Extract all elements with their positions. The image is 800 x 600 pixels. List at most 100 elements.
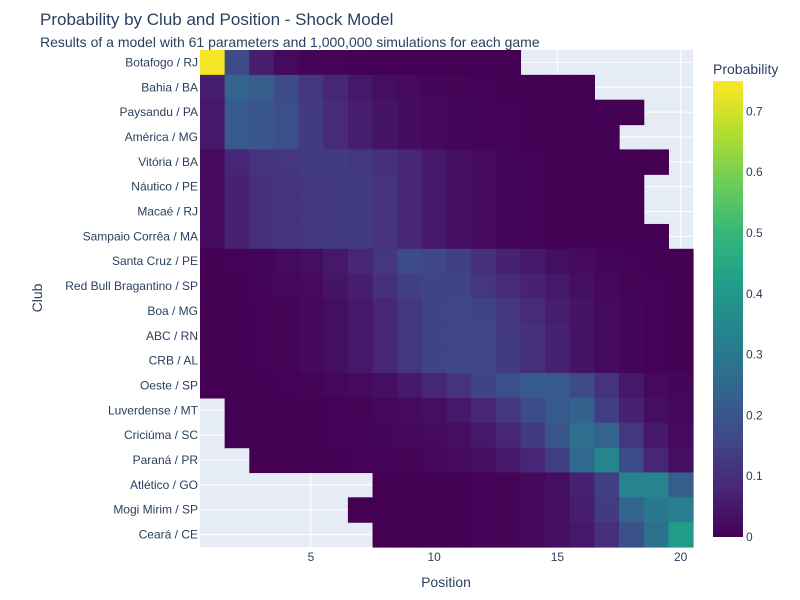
heatmap-cell [397,422,423,449]
heatmap-cell [298,373,324,399]
heatmap-cell [397,348,423,374]
y-tick-label: Náutico / PE [131,180,198,194]
heatmap-cell [619,149,645,175]
heatmap-cell [520,522,546,548]
heatmap-cell [249,99,275,126]
heatmap-cell [249,223,275,250]
heatmap-cell [569,472,595,498]
heatmap-cell [298,422,324,449]
heatmap-cell [446,174,472,200]
heatmap-cell [619,248,645,275]
heatmap-cell [249,298,275,324]
heatmap-cell [643,373,669,399]
heatmap-cell [569,174,595,200]
heatmap-cell [249,248,275,275]
heatmap-cell [594,397,620,424]
heatmap-cell [249,273,275,300]
heatmap-cell [545,447,571,474]
heatmap-cell [569,124,595,150]
heatmap-cell [323,273,349,300]
heatmap-cell [569,99,595,126]
y-tick-label: Boa / MG [147,304,198,318]
heatmap-cell [619,174,645,200]
heatmap-cell [200,323,226,349]
heatmap-cell [545,199,571,225]
heatmap-cell [372,422,398,449]
heatmap-cell [495,149,522,175]
heatmap-cell [668,298,694,324]
heatmap-cell [545,298,571,324]
y-axis-title: Club [29,283,45,312]
heatmap-cell [323,422,349,449]
heatmap-cell [520,174,546,200]
heatmap-cell [643,497,669,523]
heatmap-cell [668,248,694,275]
heatmap-cell [372,74,398,101]
heatmap-cell [495,323,522,349]
heatmap-cell [372,174,398,200]
heatmap-cell [323,248,349,275]
heatmap-cell [594,348,620,374]
heatmap-cell [594,422,620,449]
heatmap-cell [495,497,522,523]
heatmap-cell [545,273,571,300]
y-tick-label: Botafogo / RJ [125,55,198,69]
heatmap-cell [298,323,324,349]
heatmap-cell [249,397,275,424]
heatmap-cell [347,124,374,150]
heatmap-cell [619,223,645,250]
heatmap-cell [594,273,620,300]
heatmap-cell [619,199,645,225]
heatmap-cell [397,447,423,474]
heatmap-cell [545,348,571,374]
heatmap-cell [397,50,423,76]
heatmap-cell [421,124,448,150]
heatmap-cell [249,124,275,150]
heatmap-cell [347,373,374,399]
x-tick-label: 5 [308,550,315,564]
colorbar-title: Probability [713,61,778,77]
heatmap-cell [446,422,472,449]
heatmap-cell [249,323,275,349]
heatmap-cell [569,373,595,399]
heatmap-cell [249,447,275,474]
heatmap-cell [298,50,324,76]
heatmap-cell [643,522,669,548]
heatmap-cell [273,174,300,200]
heatmap-cell [347,248,374,275]
heatmap-cell [471,174,497,200]
heatmap-cell [471,447,497,474]
heatmap-cell [397,99,423,126]
heatmap-cell [520,373,546,399]
heatmap-cell [200,348,226,374]
heatmap-cell [421,422,448,449]
heatmap-cell [594,447,620,474]
y-tick-label: Criciúma / SC [124,428,198,442]
heatmap-cell [643,298,669,324]
heatmap-cell [298,99,324,126]
heatmap-cell [545,323,571,349]
heatmap-cell [569,248,595,275]
heatmap-cell [323,323,349,349]
heatmap-cell [520,497,546,523]
heatmap-cell [200,124,226,150]
heatmap-cell [495,273,522,300]
heatmap-cell [471,273,497,300]
heatmap-cell [347,74,374,101]
heatmap-cell [397,273,423,300]
heatmap-cell [347,273,374,300]
heatmap-cell [421,323,448,349]
heatmap-cell [520,447,546,474]
heatmap-cell [520,248,546,275]
heatmap-cell [520,273,546,300]
heatmap-cell [323,223,349,250]
heatmap-cell [421,248,448,275]
heatmap-cell [273,149,300,175]
heatmap-cell [495,124,522,150]
heatmap-cell [619,422,645,449]
heatmap-cell [372,50,398,76]
heatmap-cell [471,199,497,225]
heatmap-cell [545,522,571,548]
x-tick-label: 15 [551,550,565,564]
